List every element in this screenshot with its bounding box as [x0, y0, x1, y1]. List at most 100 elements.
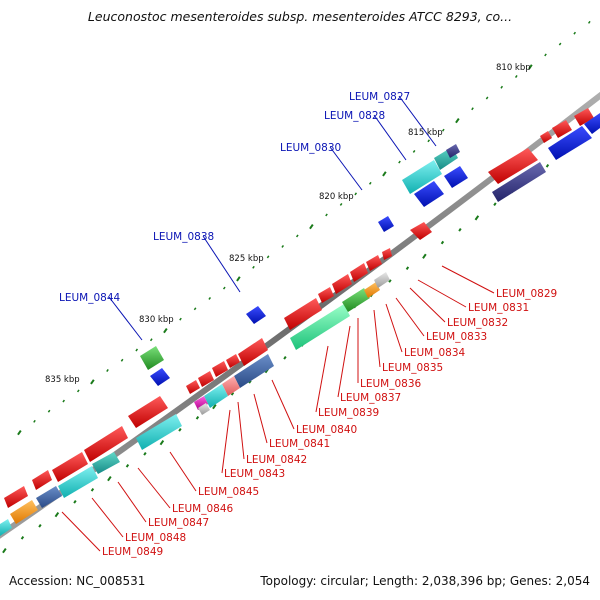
gene-block[interactable] [332, 274, 352, 294]
gene-block[interactable] [374, 272, 390, 288]
scale-tick [309, 224, 314, 230]
scale-tick [427, 139, 431, 143]
gene-block[interactable] [198, 403, 210, 415]
gene-block[interactable] [290, 304, 350, 350]
gene-block[interactable] [584, 113, 600, 134]
gene-block[interactable] [378, 216, 394, 232]
inner-tick [143, 451, 147, 456]
scale-tick [76, 389, 80, 393]
connector-leum_0842 [237, 401, 245, 460]
gene-label-leum_0827[interactable]: LEUM_0827 [349, 91, 410, 103]
gene-block[interactable] [186, 380, 200, 394]
gene-block[interactable] [10, 500, 38, 524]
gene-label-leum_0841[interactable]: LEUM_0841 [269, 438, 330, 450]
connector-leum_0843 [221, 409, 231, 474]
gene-block[interactable] [36, 486, 62, 508]
gene-label-leum_0834[interactable]: LEUM_0834 [404, 347, 466, 359]
gene-block[interactable] [234, 354, 274, 388]
gene-label-leum_0839[interactable]: LEUM_0839 [318, 407, 379, 419]
scale-tick [295, 234, 299, 238]
gene-block[interactable] [548, 126, 592, 160]
gene-block[interactable] [150, 368, 170, 386]
scale-tick [33, 419, 36, 423]
gene-block[interactable] [350, 263, 368, 282]
scale-tick [471, 107, 474, 111]
gene-block[interactable] [492, 162, 546, 202]
gene-block[interactable] [222, 376, 240, 396]
gene-block[interactable] [32, 470, 52, 490]
gene-block[interactable] [410, 222, 432, 240]
scale-tick [163, 328, 168, 334]
scale-tick [514, 75, 518, 78]
gene-block[interactable] [284, 298, 322, 330]
inner-ticks [2, 138, 585, 554]
gene-block[interactable] [552, 120, 572, 138]
gene-label-leum_0830[interactable]: LEUM_0830 [280, 142, 341, 154]
gene-block[interactable] [364, 282, 380, 298]
gene-label-leum_0849[interactable]: LEUM_0849 [102, 546, 163, 558]
gene-label-leum_0836[interactable]: LEUM_0836 [360, 378, 422, 390]
gene-block[interactable] [446, 144, 460, 158]
gene-block[interactable] [246, 306, 266, 324]
connector-leum_0844 [108, 296, 143, 341]
gene-label-leum_0828[interactable]: LEUM_0828 [324, 110, 385, 122]
gene-block[interactable] [414, 181, 444, 207]
gene-label-leum_0846[interactable]: LEUM_0846 [172, 503, 234, 515]
gene-block[interactable] [194, 396, 208, 410]
inner-tick [440, 240, 445, 245]
gene-block[interactable] [198, 371, 214, 387]
gene-block[interactable] [382, 248, 392, 260]
inner-tick [493, 202, 497, 207]
gene-block[interactable] [366, 255, 382, 271]
gene-label-leum_0840[interactable]: LEUM_0840 [296, 424, 357, 436]
gene-block[interactable] [488, 148, 538, 184]
inner-tick [388, 279, 392, 283]
gene-block[interactable] [92, 452, 120, 474]
gene-block[interactable] [226, 354, 240, 368]
gene-block[interactable] [342, 288, 370, 312]
inner-tick [178, 428, 182, 432]
scale-tick [544, 53, 547, 57]
gene-block[interactable] [574, 108, 594, 126]
gene-labels: LEUM_0827 LEUM_0828 LEUM_0830 LEUM_0838 LEUM… [59, 91, 557, 558]
gene-block[interactable] [128, 396, 168, 428]
gene-block[interactable] [238, 338, 268, 366]
gene-block[interactable] [444, 166, 468, 188]
scale-tick [120, 358, 124, 362]
gene-label-leum_0848[interactable]: LEUM_0848 [125, 532, 186, 544]
gene-block[interactable] [136, 414, 182, 450]
inner-tick [125, 464, 130, 468]
gene-label-leum_0831[interactable]: LEUM_0831 [468, 302, 529, 314]
connector-leum_0835 [373, 309, 381, 368]
gene-block[interactable] [318, 287, 334, 303]
gene-label-leum_0837[interactable]: LEUM_0837 [340, 392, 401, 404]
inner-tick [458, 228, 462, 232]
gene-block[interactable] [52, 452, 88, 482]
gene-label-leum_0829[interactable]: LEUM_0829 [496, 288, 557, 300]
gene-label-leum_0833[interactable]: LEUM_0833 [426, 331, 487, 343]
gene-label-leum_0843[interactable]: LEUM_0843 [224, 468, 285, 480]
connector-leum_0849 [61, 511, 101, 552]
gene-block[interactable] [212, 361, 228, 377]
gene-block[interactable] [58, 466, 98, 498]
gene-block[interactable] [204, 384, 228, 408]
scale-tick [135, 348, 139, 352]
scale-tick [17, 429, 22, 436]
gene-block[interactable] [540, 131, 552, 143]
gene-label-leum_0832[interactable]: LEUM_0832 [447, 317, 508, 329]
gene-label-leum_0844[interactable]: LEUM_0844 [59, 292, 121, 304]
gene-block[interactable] [402, 160, 442, 194]
gene-label-leum_0842[interactable]: LEUM_0842 [246, 454, 307, 466]
gene-label-leum_0835[interactable]: LEUM_0835 [382, 362, 443, 374]
gene-block[interactable] [84, 426, 128, 462]
gene-block[interactable] [4, 486, 28, 508]
genome-summary-text: Topology: circular; Length: 2,038,396 bp… [260, 574, 590, 588]
gene-block[interactable] [140, 346, 164, 370]
gene-block[interactable] [0, 519, 12, 536]
scale-tick [90, 379, 95, 385]
gene-label-leum_0838[interactable]: LEUM_0838 [153, 231, 214, 243]
connector-leum_0832 [409, 287, 446, 323]
gene-label-leum_0845[interactable]: LEUM_0845 [198, 486, 259, 498]
gene-label-leum_0847[interactable]: LEUM_0847 [148, 517, 209, 529]
